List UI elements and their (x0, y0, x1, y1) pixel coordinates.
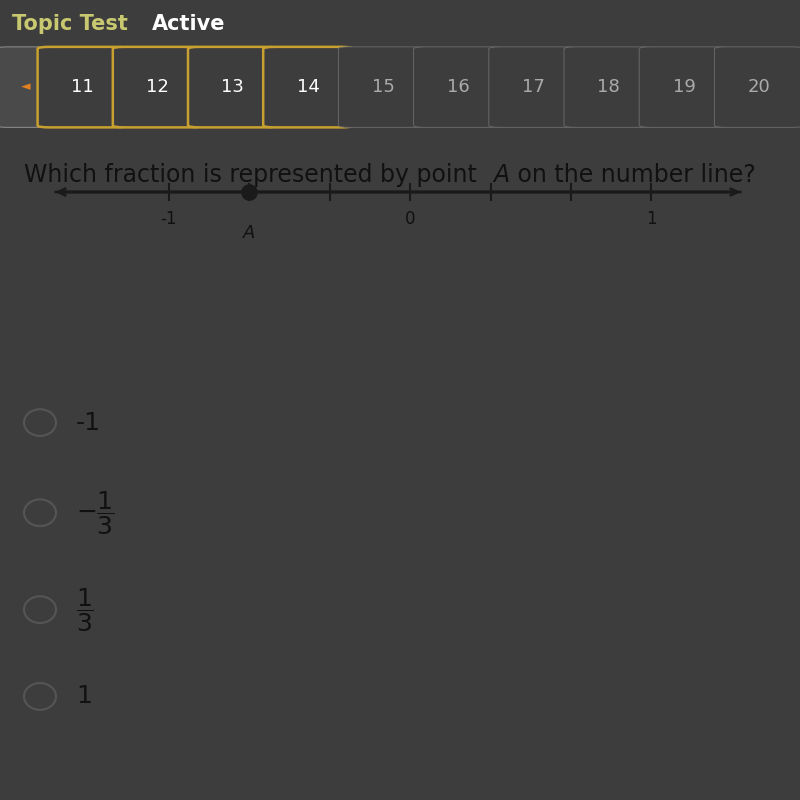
FancyBboxPatch shape (489, 47, 578, 127)
Text: -1: -1 (161, 210, 177, 228)
FancyBboxPatch shape (714, 47, 800, 127)
FancyBboxPatch shape (263, 47, 353, 127)
FancyBboxPatch shape (338, 47, 428, 127)
Text: 18: 18 (598, 78, 620, 96)
FancyBboxPatch shape (564, 47, 654, 127)
Text: Active: Active (152, 14, 226, 34)
Text: A: A (243, 224, 255, 242)
FancyBboxPatch shape (0, 47, 55, 127)
Text: 12: 12 (146, 78, 169, 96)
Text: Which fraction is represented by point: Which fraction is represented by point (24, 163, 492, 187)
Text: 13: 13 (222, 78, 244, 96)
Text: 15: 15 (372, 78, 394, 96)
Text: 20: 20 (748, 78, 770, 96)
FancyBboxPatch shape (414, 47, 503, 127)
Text: 16: 16 (447, 78, 470, 96)
FancyBboxPatch shape (113, 47, 202, 127)
Text: on the number line?: on the number line? (510, 163, 755, 187)
Text: 0: 0 (405, 210, 415, 228)
Text: $-\dfrac{1}{3}$: $-\dfrac{1}{3}$ (76, 489, 115, 537)
Text: 19: 19 (673, 78, 695, 96)
Text: 1: 1 (76, 685, 92, 709)
Text: A: A (494, 163, 510, 187)
Text: Topic Test: Topic Test (12, 14, 128, 34)
Text: 14: 14 (297, 78, 319, 96)
FancyBboxPatch shape (639, 47, 729, 127)
Text: ◄: ◄ (21, 81, 30, 94)
FancyBboxPatch shape (38, 47, 127, 127)
Text: 11: 11 (71, 78, 94, 96)
Text: 1: 1 (646, 210, 657, 228)
FancyBboxPatch shape (188, 47, 278, 127)
Text: 17: 17 (522, 78, 545, 96)
Text: -1: -1 (76, 410, 101, 434)
Text: $\dfrac{1}{3}$: $\dfrac{1}{3}$ (76, 586, 94, 634)
